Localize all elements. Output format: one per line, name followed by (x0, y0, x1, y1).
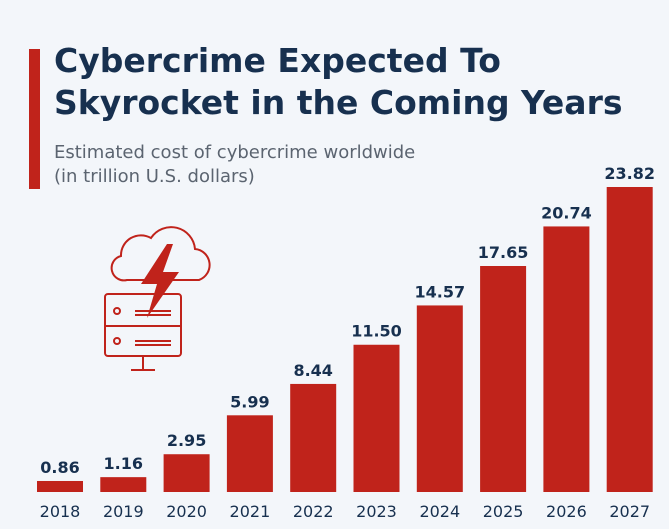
bar-2019 (100, 477, 146, 492)
category-label-2019: 2019 (103, 502, 144, 521)
value-label-2026: 20.74 (541, 203, 592, 222)
value-label-2022: 8.44 (293, 361, 332, 380)
category-label-2024: 2024 (419, 502, 460, 521)
bar-2021 (227, 415, 273, 492)
value-label-2021: 5.99 (230, 392, 269, 411)
category-label-2022: 2022 (293, 502, 334, 521)
bar-2018 (37, 481, 83, 492)
category-label-2027: 2027 (609, 502, 650, 521)
value-label-2019: 1.16 (104, 454, 143, 473)
bar-2023 (354, 345, 400, 492)
value-label-2027: 23.82 (604, 164, 655, 183)
category-label-2018: 2018 (40, 502, 81, 521)
bar-2020 (164, 454, 210, 492)
value-label-2024: 14.57 (414, 282, 465, 301)
value-label-2018: 0.86 (40, 458, 79, 477)
value-label-2023: 11.50 (351, 322, 402, 341)
category-label-2020: 2020 (166, 502, 207, 521)
bar-2025 (480, 266, 526, 492)
category-label-2023: 2023 (356, 502, 397, 521)
category-label-2026: 2026 (546, 502, 587, 521)
category-label-2021: 2021 (230, 502, 271, 521)
value-label-2020: 2.95 (167, 431, 206, 450)
bar-2026 (543, 226, 589, 492)
bar-2024 (417, 305, 463, 492)
bar-2027 (607, 187, 653, 492)
category-label-2025: 2025 (483, 502, 524, 521)
bar-2022 (290, 384, 336, 492)
value-label-2025: 17.65 (478, 243, 529, 262)
